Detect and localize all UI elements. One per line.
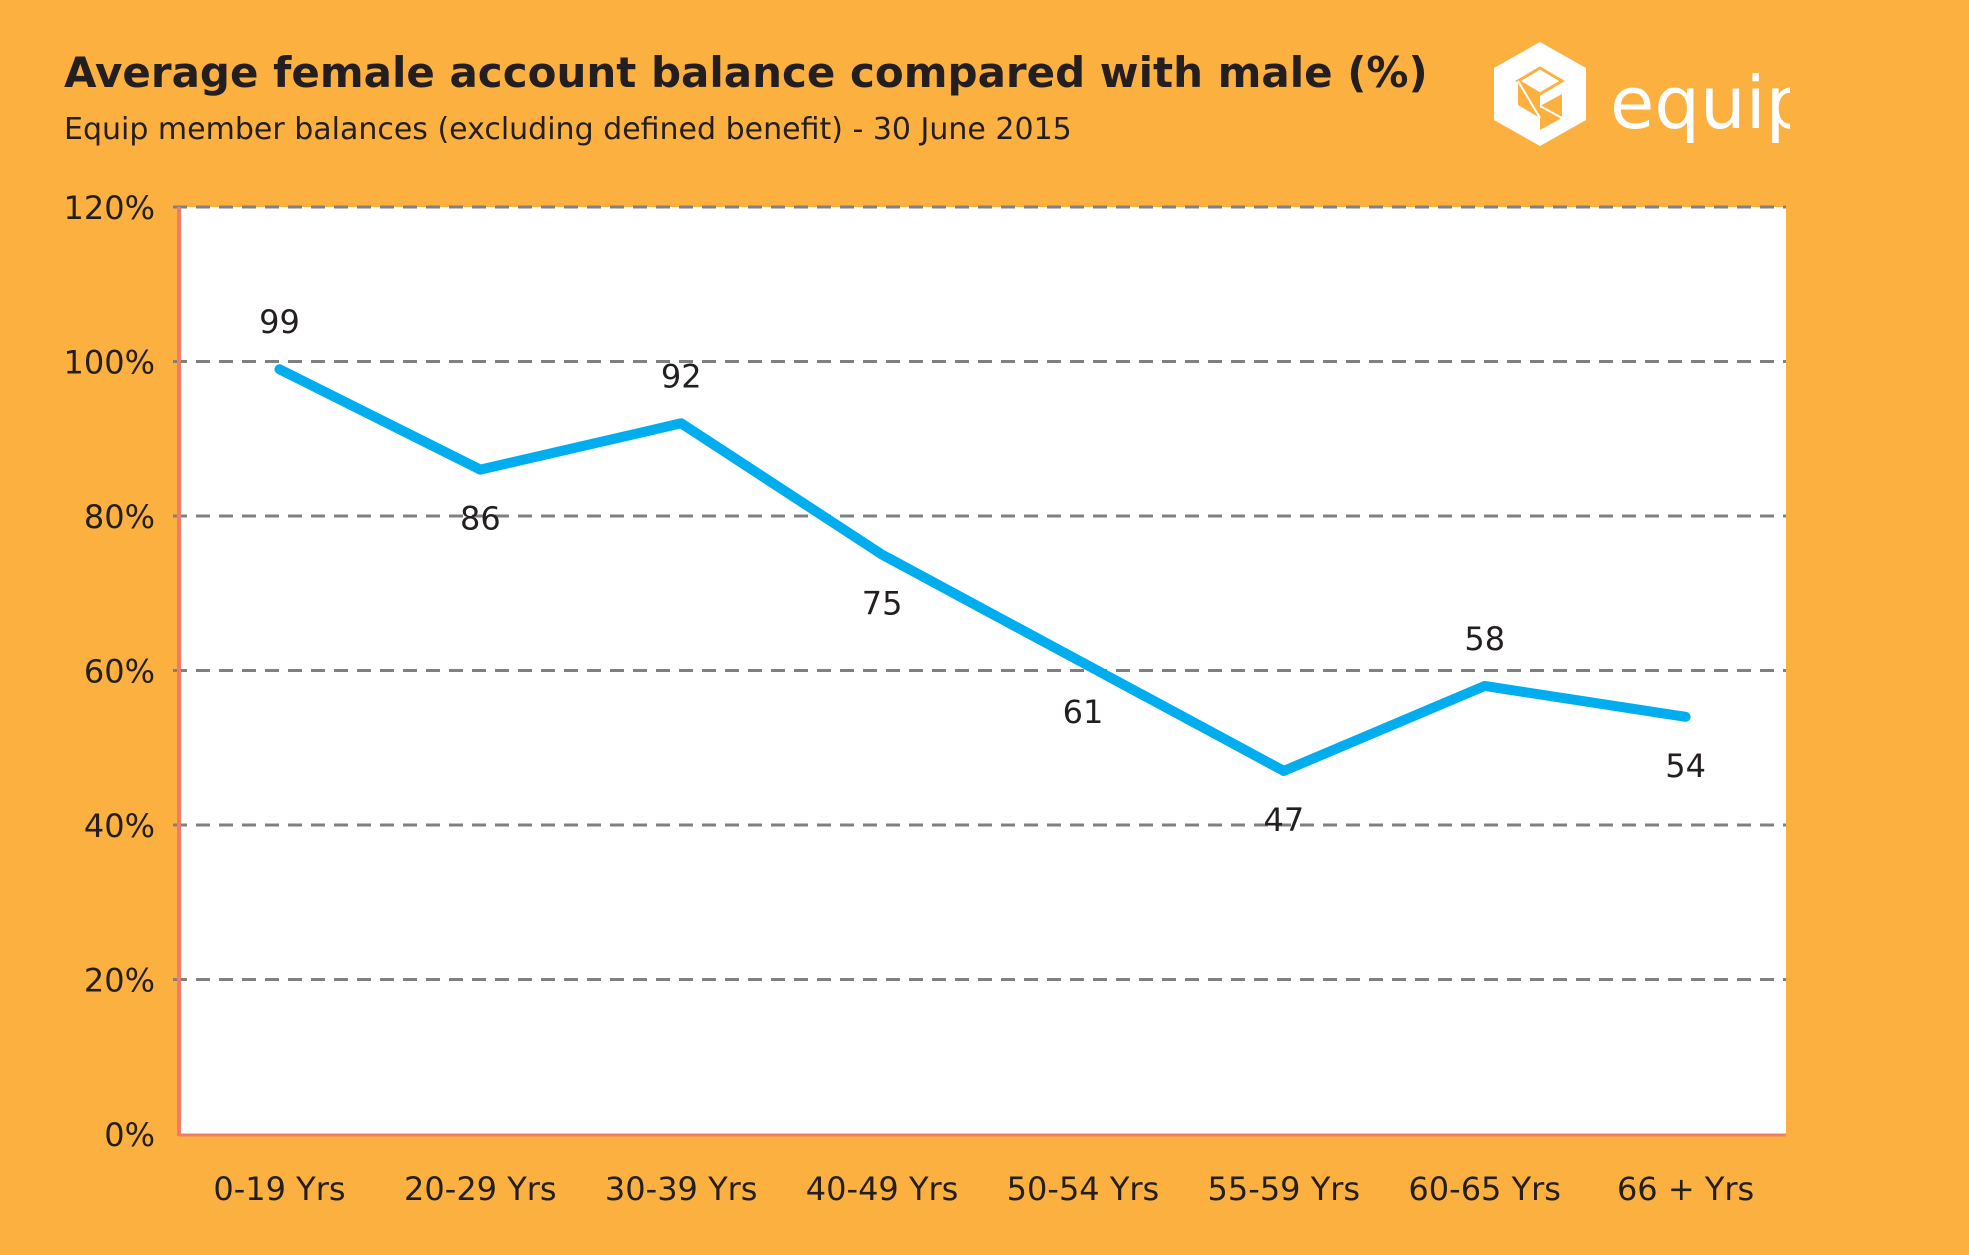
logo-text: equip bbox=[1610, 61, 1790, 145]
x-tick-label: 30-39 Yrs bbox=[605, 1170, 758, 1208]
data-point bbox=[278, 368, 281, 371]
y-tick-label: 0% bbox=[104, 1116, 155, 1154]
y-tick-label: 60% bbox=[84, 653, 155, 691]
data-point bbox=[479, 468, 482, 471]
data-label: 47 bbox=[1263, 801, 1304, 839]
data-point bbox=[1282, 769, 1285, 772]
x-tick-label: 66 + Yrs bbox=[1617, 1170, 1754, 1208]
y-tick-label: 40% bbox=[84, 807, 155, 845]
x-tick-label: 40-49 Yrs bbox=[806, 1170, 959, 1208]
data-point bbox=[680, 422, 683, 425]
data-point bbox=[1081, 661, 1084, 664]
y-tick-label: 100% bbox=[64, 344, 155, 382]
data-label: 86 bbox=[460, 500, 501, 538]
data-label: 54 bbox=[1665, 747, 1706, 785]
data-label: 75 bbox=[862, 585, 903, 623]
y-tick-label: 20% bbox=[84, 962, 155, 1000]
data-point bbox=[1684, 715, 1687, 718]
y-tick-label: 80% bbox=[84, 498, 155, 536]
equip-logo: equip bbox=[1490, 40, 1811, 164]
data-label: 61 bbox=[1063, 693, 1104, 731]
x-tick-label: 55-59 Yrs bbox=[1208, 1170, 1361, 1208]
chart-subtitle: Equip member balances (excluding defined… bbox=[64, 112, 1072, 147]
equip-hexagon-icon bbox=[1494, 42, 1586, 146]
x-tick-label: 20-29 Yrs bbox=[404, 1170, 557, 1208]
x-tick-label: 0-19 Yrs bbox=[213, 1170, 345, 1208]
series-line bbox=[274, 364, 1691, 776]
x-tick-label: 60-65 Yrs bbox=[1408, 1170, 1561, 1208]
data-label: 99 bbox=[259, 303, 300, 341]
y-tick-label: 120% bbox=[64, 189, 155, 227]
data-point bbox=[1483, 684, 1486, 687]
data-label: 58 bbox=[1464, 620, 1505, 658]
data-point bbox=[881, 553, 884, 556]
x-tick-label: 50-54 Yrs bbox=[1007, 1170, 1160, 1208]
chart-title: Average female account balance compared … bbox=[64, 48, 1428, 97]
data-label: 92 bbox=[661, 357, 702, 395]
